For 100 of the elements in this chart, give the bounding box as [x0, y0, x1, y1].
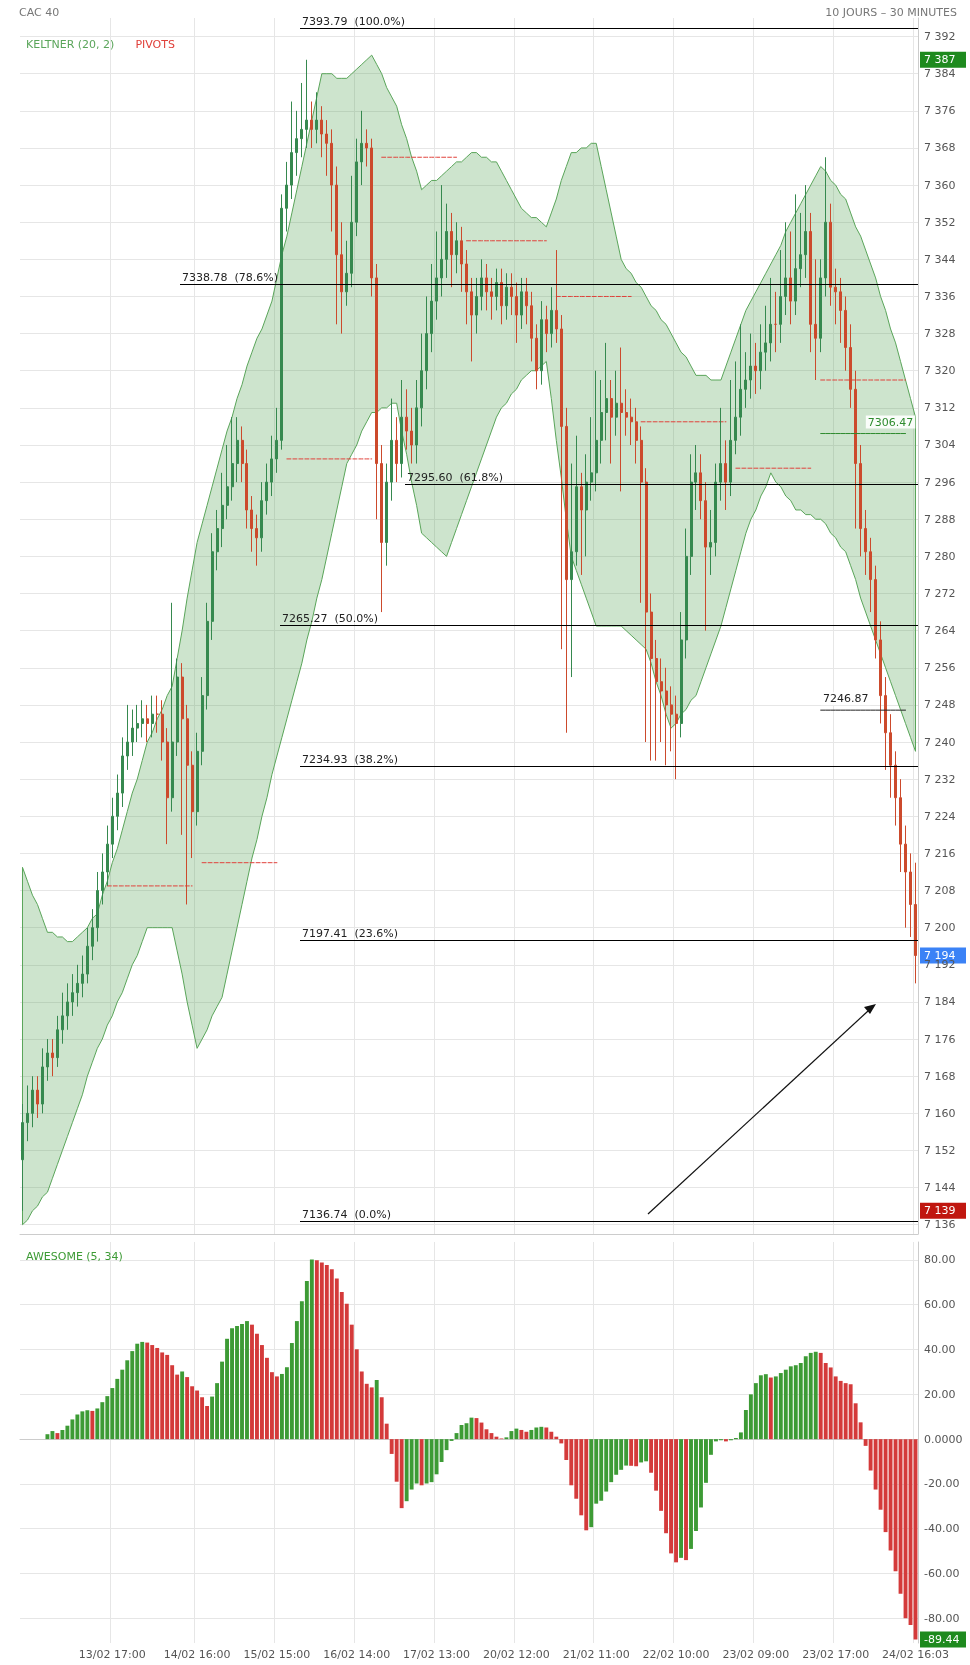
y-tick-label: 7 328: [924, 327, 956, 341]
candlestick: [774, 291, 777, 353]
ref-line-label: 7393.79 (100.0%): [302, 14, 406, 28]
candlestick: [839, 277, 842, 344]
candlestick: [151, 695, 154, 738]
candlestick: [121, 736, 124, 808]
candlestick: [46, 1038, 49, 1082]
text: -89.44: [924, 1632, 960, 1646]
candlestick: [176, 657, 179, 757]
bar: [679, 1439, 683, 1558]
bar: [529, 1429, 534, 1440]
bar: [90, 1410, 95, 1440]
candlestick: [909, 852, 912, 938]
text: AWESOME (5, 34): [26, 1249, 123, 1263]
data-label: 7246.87: [822, 692, 869, 706]
candlestick: [420, 333, 423, 427]
x-tick-label: 23/02 09:00: [722, 1648, 790, 1661]
bar: [145, 1342, 150, 1440]
y-tick-label: 7 232: [924, 772, 956, 786]
candlestick: [126, 704, 129, 771]
candlestick: [545, 305, 548, 353]
x-tick-label: 13/02 17:00: [78, 1648, 146, 1661]
candlestick: [320, 105, 323, 158]
y-tick-label: -80.00: [924, 1611, 960, 1625]
candlestick: [665, 667, 668, 766]
bar: [629, 1439, 634, 1466]
chart-subtitle: 10 JOURS – 30 MINUTES: [825, 6, 958, 19]
bar: [60, 1429, 65, 1440]
candlestick: [864, 509, 867, 576]
candlestick: [615, 370, 618, 437]
y-tick-label: 7 368: [924, 141, 956, 155]
candlestick: [515, 282, 518, 344]
candlestick: [435, 231, 438, 321]
candlestick: [211, 532, 214, 641]
candlestick: [789, 231, 792, 325]
candlestick: [625, 388, 628, 437]
candlestick: [630, 398, 633, 446]
candlestick: [799, 212, 802, 288]
candlestick: [500, 268, 503, 325]
candlestick: [889, 713, 892, 799]
candlestick: [405, 388, 408, 451]
candlestick: [505, 272, 508, 321]
candlestick: [231, 416, 234, 502]
candlestick: [550, 286, 553, 349]
candlestick: [96, 871, 99, 943]
candlestick: [859, 444, 862, 557]
candlestick: [824, 156, 827, 297]
candlestick: [575, 435, 578, 567]
candlestick: [31, 1075, 34, 1128]
y-tick-label: -40.00: [924, 1522, 960, 1536]
candlestick: [425, 295, 428, 390]
candlestick: [385, 463, 388, 567]
x-tick-label: 16/02 14:00: [323, 1648, 391, 1661]
ref-line-label: 7136.74 (0.0%): [302, 1207, 392, 1221]
candlestick: [764, 305, 767, 372]
candlestick: [340, 221, 343, 335]
candlestick: [236, 416, 239, 483]
y-tick-label: 7 168: [924, 1069, 956, 1083]
y-tick-label: 7 288: [924, 512, 956, 526]
candlestick: [191, 750, 194, 859]
candlestick: [605, 342, 608, 441]
candlestick: [660, 657, 663, 743]
candlestick: [295, 110, 298, 177]
text: 7 387: [924, 52, 956, 66]
candlestick: [395, 416, 398, 483]
y-tick-label: 7 280: [924, 549, 956, 563]
y-tick-label: 7 160: [924, 1106, 956, 1120]
y-tick-label: 7 376: [924, 104, 956, 118]
bar: [589, 1439, 594, 1528]
y-tick-label: 7 200: [924, 921, 956, 935]
y-tick-label: 60.00: [924, 1298, 956, 1312]
bar: [185, 1377, 190, 1440]
candlestick: [565, 407, 568, 734]
candlestick: [216, 509, 219, 571]
candlestick: [430, 263, 433, 353]
candlestick: [819, 258, 822, 353]
candlestick: [894, 750, 897, 827]
candlestick: [744, 351, 747, 409]
candlestick: [76, 964, 79, 1008]
bar: [180, 1371, 185, 1440]
candlestick: [769, 277, 772, 362]
candlestick: [729, 379, 732, 497]
y-tick-label: 7 176: [924, 1032, 956, 1046]
candlestick: [146, 704, 149, 743]
candlestick: [794, 193, 797, 316]
candlestick: [181, 662, 184, 836]
y-tick-label: 7 320: [924, 364, 956, 378]
candlestick: [879, 620, 882, 724]
candlestick: [250, 495, 253, 553]
candlestick: [61, 992, 64, 1045]
bar: [419, 1439, 424, 1486]
candlestick: [310, 101, 313, 149]
candlestick: [834, 268, 837, 325]
candlestick: [141, 699, 144, 738]
candlestick: [415, 379, 418, 465]
candlestick: [365, 128, 368, 168]
candlestick: [754, 342, 757, 395]
candlestick: [739, 323, 742, 437]
candlestick: [530, 291, 533, 362]
bar: [813, 1351, 818, 1440]
